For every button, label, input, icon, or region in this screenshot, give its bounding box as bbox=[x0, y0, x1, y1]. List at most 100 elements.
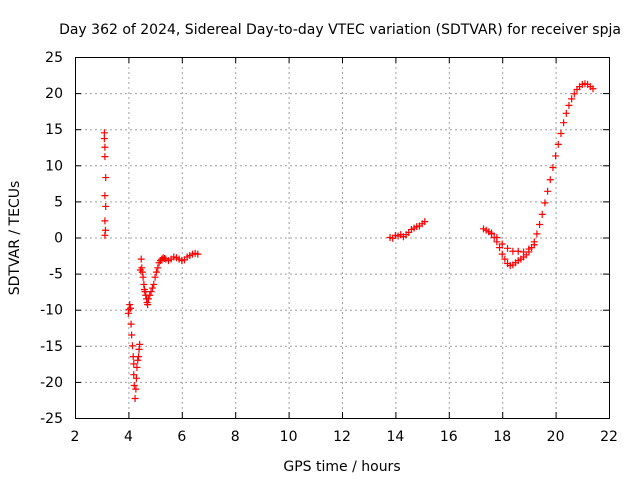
data-point-marker bbox=[127, 320, 135, 328]
data-point-marker bbox=[565, 101, 573, 109]
y-tick-label: 25 bbox=[45, 50, 63, 66]
series-pass-a bbox=[100, 129, 110, 239]
data-point-marker bbox=[150, 280, 158, 288]
data-point-marker bbox=[496, 244, 504, 252]
chart-title: Day 362 of 2024, Sidereal Day-to-day VTE… bbox=[59, 22, 621, 38]
data-point-marker bbox=[101, 217, 109, 225]
data-point-marker bbox=[101, 153, 109, 161]
y-axis-ticks: -25 -20 -15 -10 -5 0 5 10 15 20 25 bbox=[40, 50, 609, 427]
x-tick-label: 20 bbox=[547, 429, 565, 445]
data-point-marker bbox=[147, 288, 155, 296]
data-point-marker bbox=[102, 202, 110, 210]
y-tick-label: -25 bbox=[40, 411, 63, 427]
y-axis-label: SDTVAR / TECUs bbox=[7, 181, 23, 296]
data-point-marker bbox=[130, 382, 138, 390]
data-point-marker bbox=[146, 291, 154, 299]
data-point-marker bbox=[498, 240, 506, 248]
y-tick-label: 10 bbox=[45, 158, 63, 174]
data-point-marker bbox=[562, 109, 570, 117]
data-point-marker bbox=[101, 143, 109, 151]
data-point-marker bbox=[134, 356, 142, 364]
data-point-marker bbox=[544, 187, 552, 195]
data-points bbox=[100, 80, 597, 403]
data-point-marker bbox=[100, 135, 108, 143]
x-axis-label: GPS time / hours bbox=[283, 459, 400, 475]
data-point-marker bbox=[504, 244, 512, 252]
grid-lines bbox=[75, 57, 609, 418]
data-point-marker bbox=[541, 199, 549, 207]
data-point-marker bbox=[130, 360, 138, 368]
data-point-marker bbox=[498, 250, 506, 258]
y-tick-label: -20 bbox=[40, 375, 63, 391]
data-point-marker bbox=[546, 176, 554, 184]
data-point-marker bbox=[525, 245, 533, 253]
x-tick-label: 22 bbox=[600, 429, 618, 445]
data-point-marker bbox=[144, 301, 152, 309]
data-point-marker bbox=[136, 340, 144, 348]
data-point-marker bbox=[533, 230, 541, 238]
y-tick-label: 5 bbox=[54, 194, 63, 210]
x-tick-label: 12 bbox=[333, 429, 351, 445]
data-point-marker bbox=[101, 231, 109, 239]
y-tick-label: 20 bbox=[45, 86, 63, 102]
data-point-marker bbox=[131, 395, 139, 403]
data-point-marker bbox=[127, 304, 135, 312]
y-tick-label: -5 bbox=[49, 267, 63, 283]
data-point-marker bbox=[501, 255, 509, 263]
x-tick-label: 10 bbox=[280, 429, 298, 445]
data-point-marker bbox=[148, 284, 156, 292]
data-point-marker bbox=[549, 163, 557, 171]
data-point-marker bbox=[151, 273, 159, 281]
data-point-marker bbox=[554, 140, 562, 148]
data-point-marker bbox=[144, 295, 152, 303]
x-tick-label: 16 bbox=[440, 429, 458, 445]
data-point-marker bbox=[128, 331, 136, 339]
data-point-marker bbox=[514, 247, 522, 255]
data-point-marker bbox=[141, 288, 149, 296]
data-point-marker bbox=[128, 342, 136, 350]
data-point-marker bbox=[133, 363, 141, 371]
x-tick-label: 8 bbox=[231, 429, 240, 445]
x-tick-label: 4 bbox=[124, 429, 133, 445]
data-point-marker bbox=[132, 385, 140, 393]
data-point-marker bbox=[570, 90, 578, 98]
y-tick-label: 0 bbox=[54, 231, 63, 247]
data-point-marker bbox=[530, 241, 538, 249]
data-point-marker bbox=[557, 130, 565, 138]
data-point-marker bbox=[126, 301, 134, 309]
data-point-marker bbox=[538, 210, 546, 218]
series-pass-c bbox=[386, 218, 429, 242]
y-tick-label: -10 bbox=[40, 303, 63, 319]
data-point-marker bbox=[101, 192, 109, 200]
series-pass-b bbox=[124, 249, 202, 403]
y-tick-label: 15 bbox=[45, 122, 63, 138]
y-tick-label: -15 bbox=[40, 339, 63, 355]
data-point-marker bbox=[520, 248, 528, 256]
x-tick-label: 2 bbox=[71, 429, 80, 445]
data-point-marker bbox=[132, 374, 140, 382]
data-point-marker bbox=[194, 250, 202, 258]
data-point-marker bbox=[536, 221, 544, 229]
x-tick-label: 14 bbox=[386, 429, 404, 445]
data-point-marker bbox=[493, 234, 501, 241]
data-point-marker bbox=[102, 174, 110, 182]
data-point-marker bbox=[154, 264, 162, 272]
x-axis-ticks: 2 4 6 8 10 12 14 16 18 20 22 bbox=[71, 57, 618, 445]
series-pass-d-upper bbox=[488, 229, 538, 256]
data-point-marker bbox=[125, 306, 133, 314]
data-point-marker bbox=[589, 85, 597, 93]
data-point-marker bbox=[560, 119, 568, 127]
data-point-marker bbox=[552, 152, 560, 160]
data-point-marker bbox=[130, 371, 138, 379]
data-point-marker bbox=[138, 268, 146, 276]
data-point-marker bbox=[160, 254, 168, 262]
data-point-marker bbox=[488, 229, 496, 237]
x-tick-label: 6 bbox=[177, 429, 186, 445]
x-tick-label: 18 bbox=[493, 429, 511, 445]
series-pass-d bbox=[480, 80, 597, 270]
data-point-marker bbox=[139, 273, 147, 281]
data-point-marker bbox=[421, 218, 429, 226]
data-point-marker bbox=[135, 353, 143, 361]
data-point-marker bbox=[568, 95, 576, 103]
